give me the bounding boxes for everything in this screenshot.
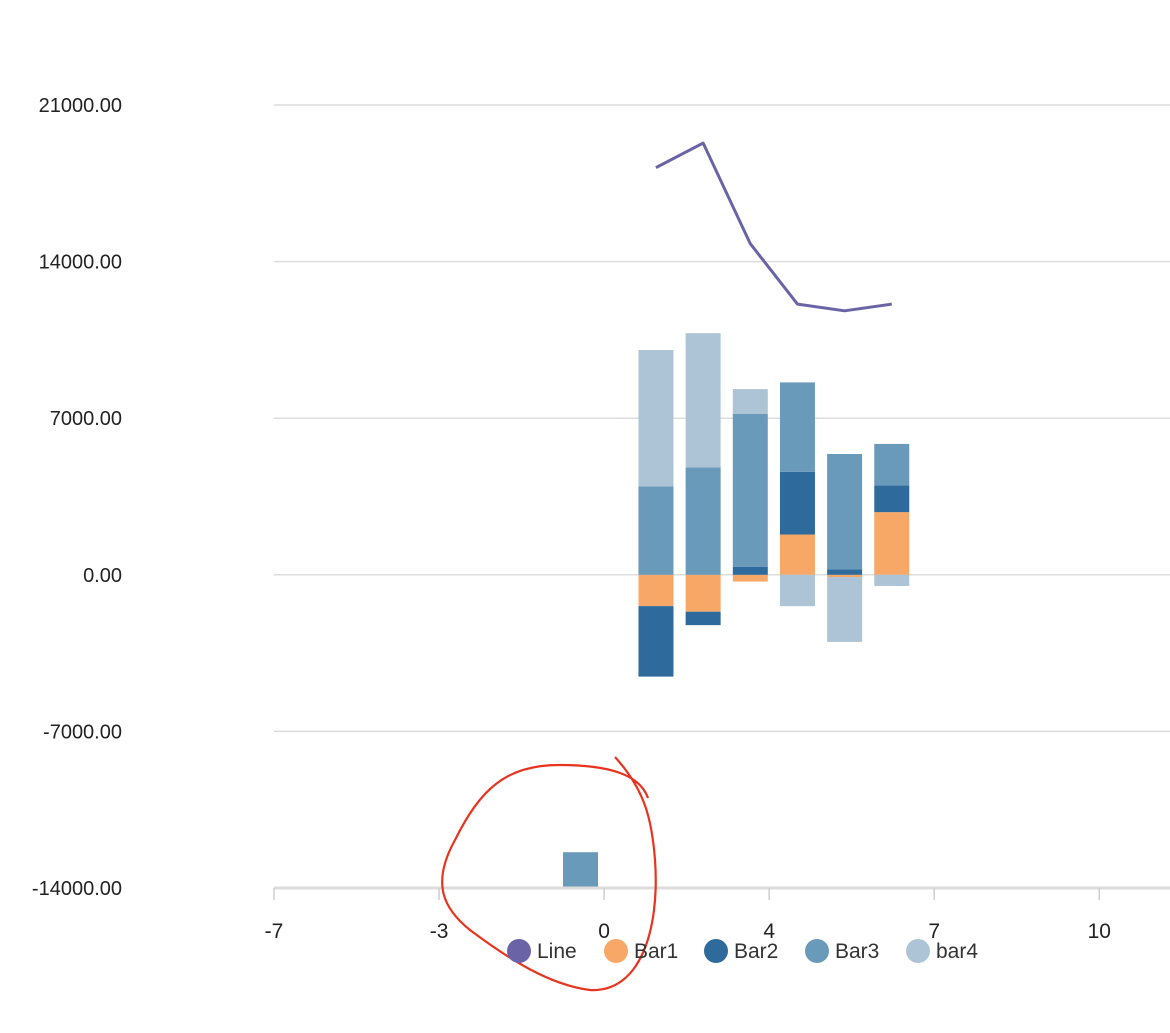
legend-label-bar1: Bar1	[634, 940, 678, 963]
bar-bar2	[638, 606, 674, 677]
bar-bar3	[732, 413, 768, 567]
bar-bar1	[685, 574, 721, 612]
bar-bar1	[874, 512, 910, 575]
x-tick-label: 7	[928, 920, 940, 943]
bar-bar1	[779, 534, 815, 575]
legend-swatch-bar4	[906, 939, 930, 963]
bar-bar4	[827, 577, 863, 642]
x-tick-label: -7	[265, 920, 284, 943]
bar-bar1	[638, 574, 674, 607]
bar-bar2	[732, 566, 768, 575]
y-tick-label: -14000.00	[32, 878, 122, 900]
bar-bar2	[779, 471, 815, 535]
bar-bar4	[779, 574, 815, 607]
bar-bar3	[638, 486, 674, 575]
x-tick-label: -3	[430, 920, 449, 943]
legend-label-bar2: Bar2	[734, 940, 778, 963]
x-tick-label: 0	[598, 920, 610, 943]
axes: 21000.00 14000.00 7000.00 0.00 -7000.00 -1400…	[32, 95, 1170, 943]
bar-bar3	[874, 443, 910, 486]
y-tick-label: -7000.00	[43, 721, 122, 743]
grid-lines	[274, 104, 1170, 889]
bar-bar4	[685, 333, 721, 468]
bar-bar2	[685, 611, 721, 626]
x-tick-label: 4	[763, 920, 775, 943]
line-series	[655, 141, 892, 313]
bar-bar3	[685, 467, 721, 575]
bar-bar3	[827, 453, 863, 570]
legend-label-bar4: bar4	[936, 940, 978, 963]
bar-bar3	[779, 382, 815, 472]
bar-bar1	[732, 574, 768, 582]
x-tick-label: 10	[1088, 920, 1111, 943]
line-line	[655, 141, 892, 313]
bar-bar4	[732, 389, 768, 414]
bar-extra	[563, 852, 599, 888]
red-circle-annotation	[441, 756, 657, 992]
y-tick-label: 0.00	[83, 565, 122, 587]
y-tick-label: 7000.00	[50, 408, 122, 430]
legend: Line Bar1 Bar2 Bar3 bar4	[507, 939, 978, 963]
y-tick-label: 14000.00	[39, 252, 122, 274]
legend-label-line: Line	[537, 940, 577, 963]
bar-bar2	[827, 569, 863, 575]
bar-bar1	[827, 574, 863, 578]
y-tick-label: 21000.00	[39, 95, 122, 117]
bar-bar2	[874, 485, 910, 513]
legend-swatch-bar3	[805, 939, 829, 963]
legend-swatch-bar2	[704, 939, 728, 963]
bar-marks	[563, 333, 910, 888]
legend-swatch-line	[507, 939, 531, 963]
bar-bar4	[638, 349, 674, 487]
legend-label-bar3: Bar3	[835, 940, 879, 963]
bar-bar4	[874, 574, 910, 586]
legend-swatch-bar1	[604, 939, 628, 963]
